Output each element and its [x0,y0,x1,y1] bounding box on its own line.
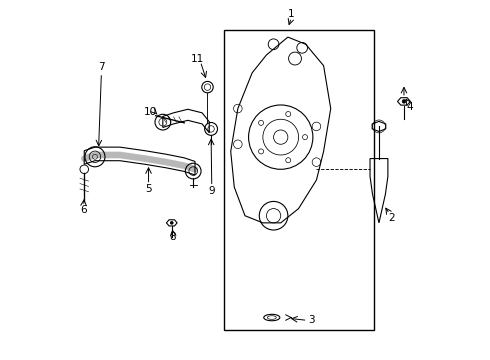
Text: 2: 2 [388,212,395,222]
Circle shape [402,100,406,103]
Text: 8: 8 [170,232,176,242]
Text: 4: 4 [406,102,413,112]
Text: 7: 7 [98,63,105,72]
Text: 3: 3 [308,315,315,325]
Circle shape [170,221,173,225]
Bar [223,30,373,330]
Text: 6: 6 [80,205,87,215]
Text: 5: 5 [145,184,152,194]
Circle shape [273,130,288,144]
Text: 9: 9 [208,186,215,196]
Text: 10: 10 [144,107,157,117]
Text: 11: 11 [191,54,204,64]
Text: 1: 1 [288,9,295,19]
